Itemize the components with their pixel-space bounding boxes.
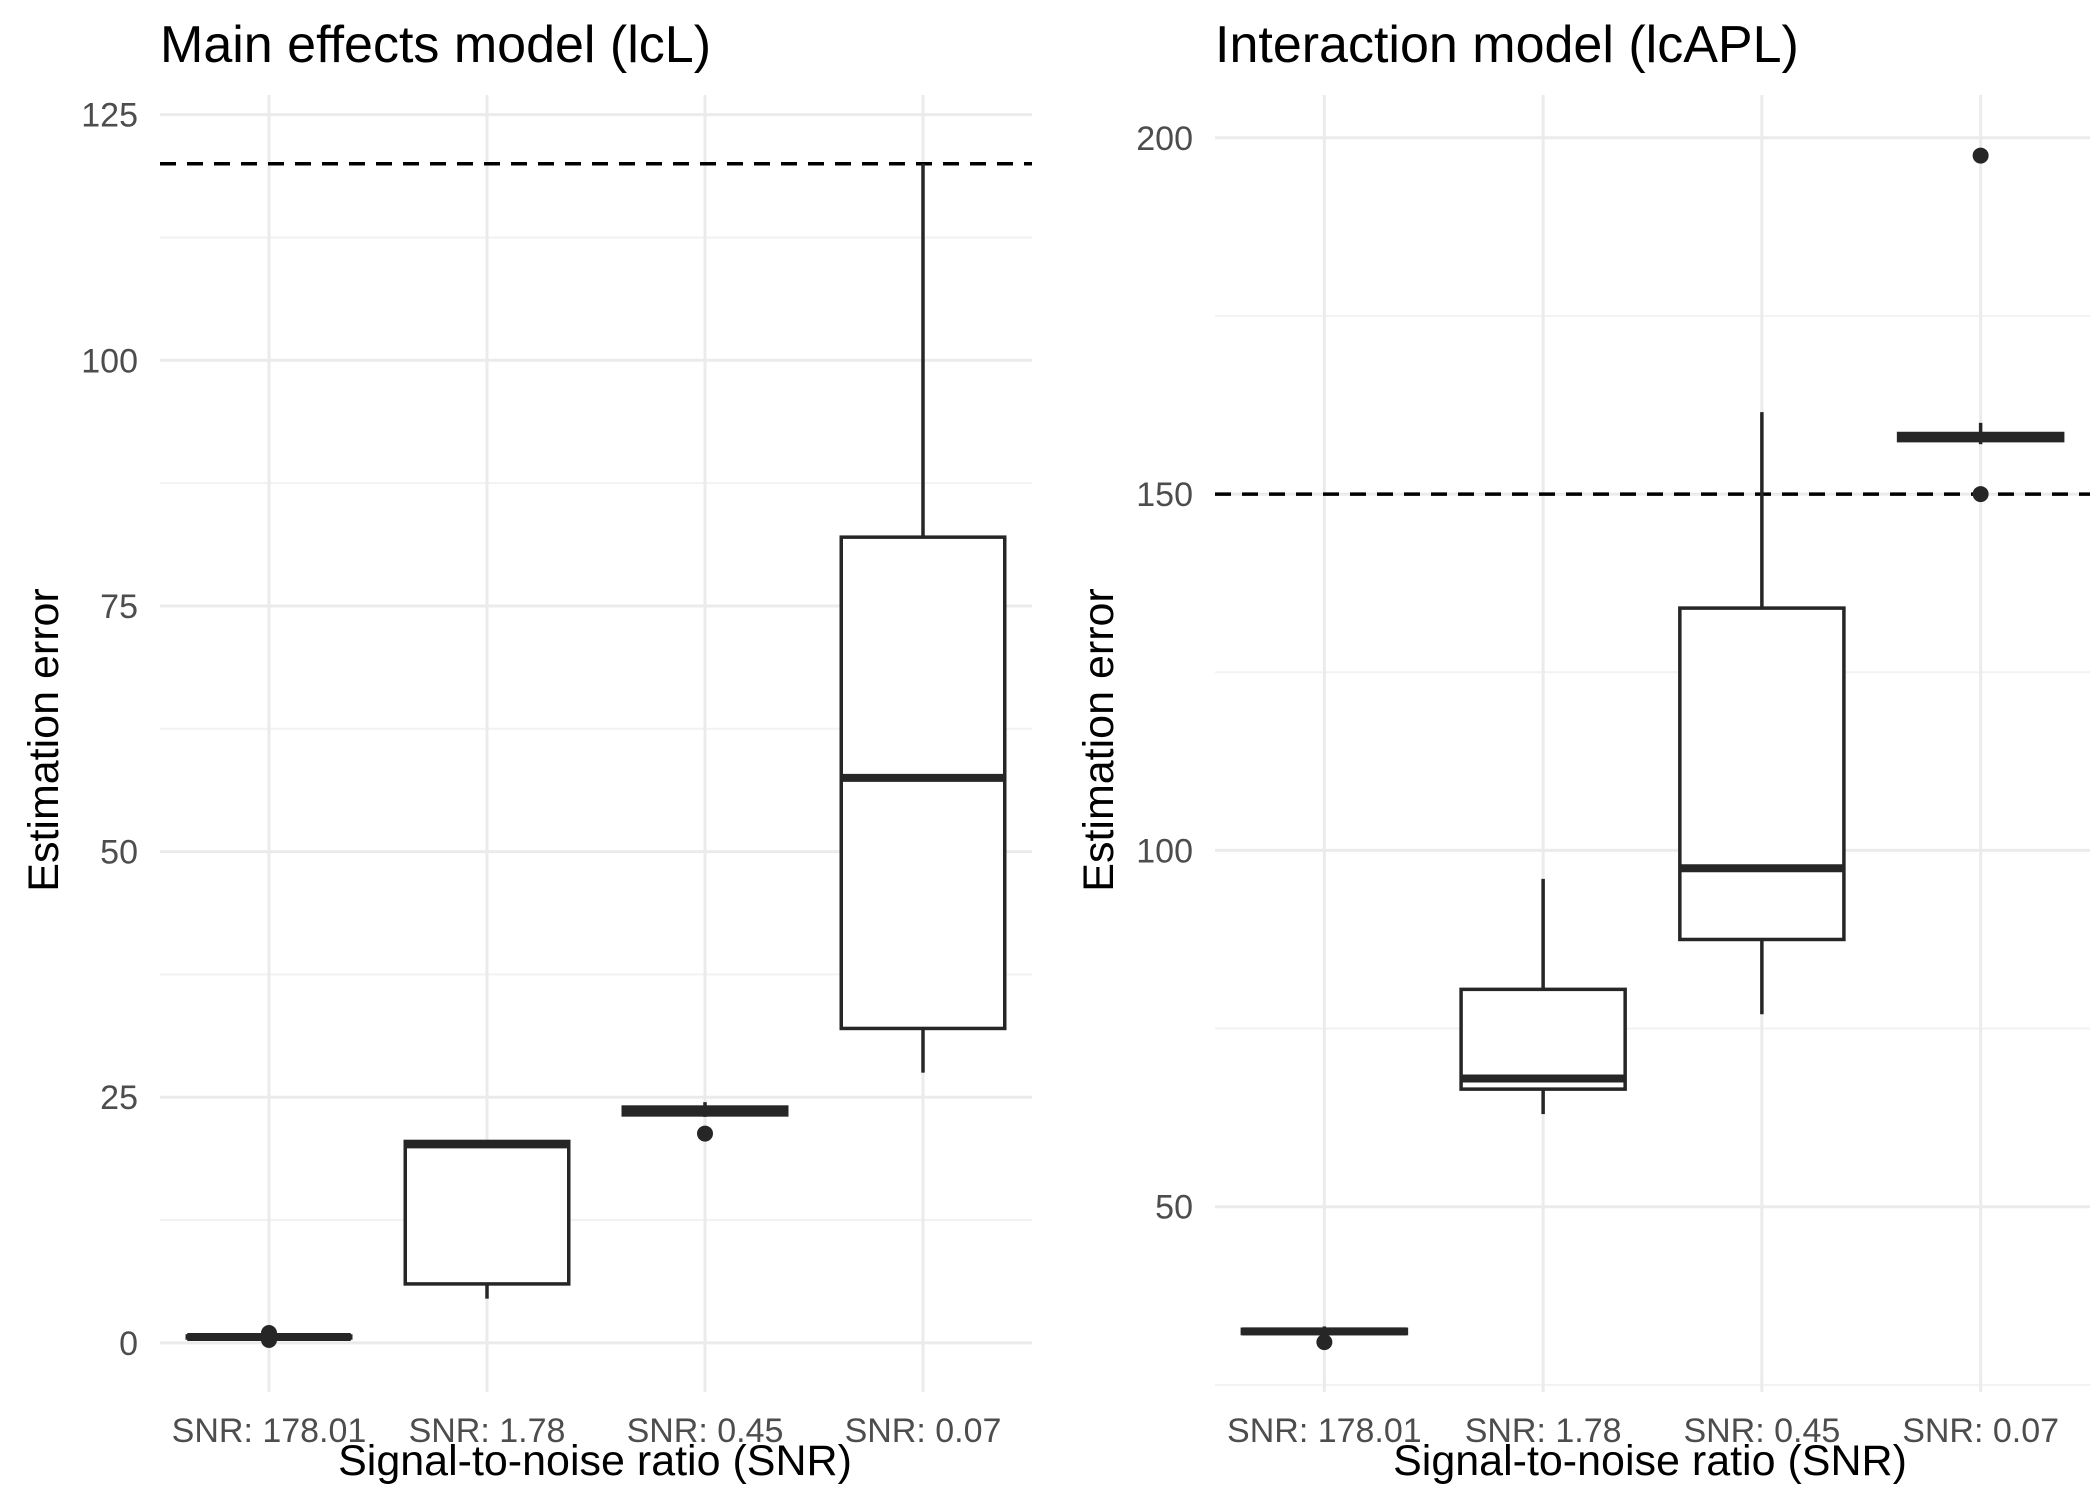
- grid-lines: [1215, 95, 2090, 1392]
- x-tick-label: SNR: 0.45: [627, 1412, 784, 1450]
- box-1: [185, 1325, 353, 1348]
- x-tick-label: SNR: 0.45: [1683, 1412, 1840, 1450]
- outlier-point: [1972, 486, 1989, 503]
- y-tick-label: 75: [100, 588, 138, 626]
- x-tick-label: SNR: 178.01: [172, 1412, 367, 1450]
- x-tick-label: SNR: 1.78: [1465, 1412, 1622, 1450]
- box-4: [1896, 147, 2065, 503]
- x-axis-label: Signal-to-noise ratio (SNR): [338, 1437, 852, 1485]
- x-tick-labels: SNR: 178.01 SNR: 1.78 SNR: 0.45 SNR: 0.07: [1227, 1412, 2059, 1450]
- box-2: [1459, 878, 1627, 1115]
- y-tick-label: 100: [1136, 832, 1193, 870]
- x-tick-label: SNR: 0.07: [1902, 1412, 2059, 1450]
- y-tick-label: 100: [81, 342, 138, 380]
- box-body: [403, 1139, 571, 1286]
- y-tick-label: 50: [1155, 1189, 1193, 1227]
- y-tick-label: 25: [100, 1079, 138, 1117]
- y-tick-label: 0: [119, 1325, 138, 1363]
- y-tick-label: 125: [81, 97, 138, 135]
- y-tick-labels: 50 100 150 200: [1136, 120, 1193, 1227]
- y-tick-labels: 0 25 50 75 100 125: [81, 97, 138, 1363]
- box-body: [1459, 987, 1627, 1091]
- y-tick-label: 50: [100, 834, 138, 872]
- box-body: [839, 535, 1007, 1031]
- box-4: [839, 163, 1007, 1073]
- box-1: [1240, 1326, 1409, 1351]
- outlier-point: [1972, 147, 1989, 164]
- boxplot-group: [185, 163, 1007, 1348]
- y-tick-label: 200: [1136, 120, 1193, 158]
- x-tick-labels: SNR: 178.01 SNR: 1.78 SNR: 0.45 SNR: 0.07: [172, 1412, 1002, 1450]
- box-3: [1678, 412, 1846, 1015]
- outlier-point: [1316, 1334, 1333, 1351]
- chart-title: Interaction model (lcAPL): [1215, 16, 1799, 74]
- x-tick-label: SNR: 1.78: [409, 1412, 566, 1450]
- x-axis-label: Signal-to-noise ratio (SNR): [1393, 1437, 1907, 1485]
- panel-interaction: 50 100 150 200 SNR: 178.01 SNR: 1.78 SNR: 0.4…: [1075, 16, 2090, 1485]
- box-3: [621, 1102, 789, 1142]
- box-2: [403, 1139, 571, 1299]
- outlier-point: [261, 1325, 277, 1342]
- boxplot-group: [1240, 147, 2065, 1351]
- chart-title: Main effects model (lcL): [160, 16, 711, 74]
- y-axis-label: Estimation error: [1075, 588, 1123, 891]
- x-tick-label: SNR: 0.07: [845, 1412, 1002, 1450]
- panel-main-effects: 0 25 50 75 100 125 SNR: 178.01 SNR: 1.78 SNR: 0…: [20, 16, 1032, 1485]
- y-axis-label: Estimation error: [20, 588, 68, 891]
- x-tick-label: SNR: 178.01: [1227, 1412, 1422, 1450]
- y-tick-label: 150: [1136, 476, 1193, 514]
- box-body: [1678, 606, 1846, 942]
- outlier-point: [697, 1125, 713, 1142]
